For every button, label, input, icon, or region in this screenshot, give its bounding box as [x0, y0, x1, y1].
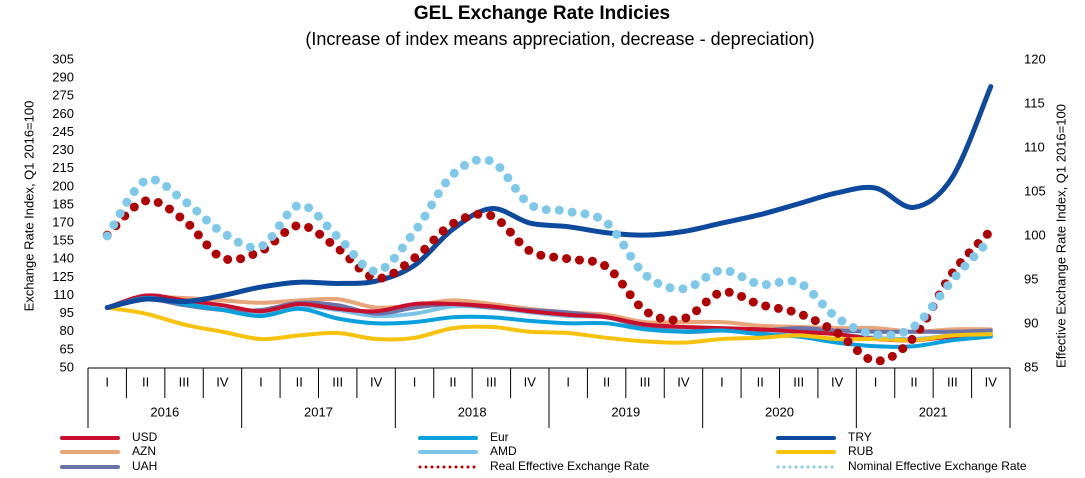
x-tick-label: II [603, 374, 610, 389]
series-line [104, 84, 994, 311]
x-tick-label: IV [985, 374, 998, 389]
legend-label: RUB [848, 444, 873, 458]
legend-label: USD [132, 430, 158, 444]
x-tick-label: I [105, 374, 109, 389]
legend-label: TRY [848, 430, 872, 444]
x-tick-label: IV [524, 374, 537, 389]
y-tick-label: 200 [52, 178, 74, 193]
y-tick-label: 50 [60, 359, 74, 374]
y-tick-label: 140 [52, 251, 74, 266]
y2-tick-label: 120 [1024, 51, 1046, 66]
legend-label: Real Effective Exchange Rate [490, 459, 650, 473]
y2-tick-label: 85 [1024, 359, 1038, 374]
x-tick-label: I [413, 374, 417, 389]
x-tick-label: III [179, 374, 190, 389]
x-tick-label: IV [216, 374, 229, 389]
y2-axis-label: Effective Exchange Rate Index, Q1 2016=1… [1053, 104, 1068, 368]
y2-tick-label: 100 [1024, 227, 1046, 242]
series-line [105, 295, 993, 349]
x-tick-label: I [566, 374, 570, 389]
y2-tick-label: 95 [1024, 271, 1038, 286]
legend-label: Eur [490, 430, 509, 444]
y-tick-label: 245 [52, 124, 74, 139]
year-label: 2021 [919, 404, 948, 419]
x-tick-label: IV [677, 374, 690, 389]
x-tick-label: II [449, 374, 456, 389]
year-label: 2016 [150, 404, 179, 419]
y-tick-label: 215 [52, 160, 74, 175]
x-tick-label: I [259, 374, 263, 389]
x-tick-label: I [874, 374, 878, 389]
x-tick-label: III [486, 374, 497, 389]
y-tick-label: 275 [52, 88, 74, 103]
x-tick-label: II [757, 374, 764, 389]
y2-tick-label: 105 [1024, 183, 1046, 198]
year-label: 2017 [304, 404, 333, 419]
y-tick-label: 185 [52, 196, 74, 211]
x-tick-label: III [947, 374, 958, 389]
x-tick-label: III [332, 374, 343, 389]
x-tick-label: II [296, 374, 303, 389]
year-label: 2019 [611, 404, 640, 419]
y-tick-label: 125 [52, 269, 74, 284]
y2-tick-label: 90 [1024, 315, 1038, 330]
y-tick-label: 305 [52, 51, 74, 66]
series-line [102, 155, 996, 340]
x-tick-label: I [720, 374, 724, 389]
chart-subtitle: (Increase of index means appreciation, d… [305, 29, 814, 49]
y-tick-label: 65 [60, 341, 74, 356]
y-axis-label: Exchange Rate Index, Q1 2016=100 [21, 101, 36, 312]
y-tick-label: 170 [52, 214, 74, 229]
y2-tick-label: 115 [1024, 95, 1045, 110]
y-tick-label: 95 [60, 305, 74, 320]
y-tick-label: 110 [53, 287, 74, 302]
x-tick-label: II [910, 374, 917, 389]
y-tick-label: 230 [52, 142, 74, 157]
x-tick-label: IV [370, 374, 383, 389]
year-label: 2020 [765, 404, 794, 419]
series-line [102, 196, 996, 366]
y-tick-label: 260 [52, 106, 74, 121]
y2-tick-label: 110 [1024, 139, 1045, 154]
y-tick-label: 290 [52, 70, 74, 85]
x-tick-label: III [640, 374, 651, 389]
x-tick-label: III [793, 374, 804, 389]
year-label: 2018 [458, 404, 487, 419]
chart-title: GEL Exchange Rate Indicies [414, 3, 670, 24]
legend-label: Nominal Effective Exchange Rate [848, 459, 1027, 473]
series-line [105, 305, 993, 345]
legend-label: UAH [132, 459, 157, 473]
legend-label: AZN [132, 444, 156, 458]
y-tick-label: 155 [52, 233, 74, 248]
x-tick-label: II [142, 374, 149, 389]
y-tick-label: 80 [60, 323, 74, 338]
x-tick-label: IV [831, 374, 844, 389]
legend-label: AMD [490, 444, 517, 458]
